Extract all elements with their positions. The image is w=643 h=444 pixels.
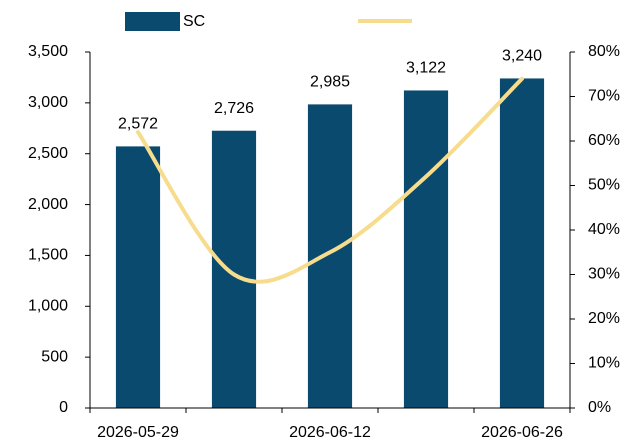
y2-tick-label: 70%: [588, 88, 620, 105]
x-tick-label: 2026-05-29: [97, 424, 179, 441]
bar: [403, 90, 449, 408]
y2-tick-label: 0%: [588, 399, 611, 416]
y-tick-label: 1,500: [28, 247, 68, 264]
y2-tick-label: 10%: [588, 355, 620, 372]
legend-label: SC: [183, 13, 205, 30]
x-tick-label: 2026-06-26: [481, 424, 563, 441]
bar: [211, 130, 257, 408]
data-label: 2,572: [118, 116, 158, 133]
y-tick-label: 2,000: [28, 196, 68, 213]
y-tick-label: 500: [41, 348, 68, 365]
y2-tick-label: 60%: [588, 132, 620, 149]
y-tick-label: 0: [59, 399, 68, 416]
y-tick-label: 3,000: [28, 94, 68, 111]
y2-tick-label: 20%: [588, 310, 620, 327]
y2-tick-label: 80%: [588, 43, 620, 60]
y2-tick-label: 30%: [588, 266, 620, 283]
data-label: 2,726: [214, 100, 254, 117]
x-tick-label: 2026-06-12: [289, 424, 371, 441]
data-label: 2,985: [310, 74, 350, 91]
y-tick-label: 2,500: [28, 145, 68, 162]
legend-swatch: [125, 12, 180, 31]
y2-tick-label: 50%: [588, 177, 620, 194]
data-label: 3,122: [406, 60, 446, 77]
bar: [499, 78, 545, 409]
y-tick-label: 3,500: [28, 43, 68, 60]
line: [136, 76, 524, 284]
bar: [307, 104, 353, 408]
data-label: 3,240: [502, 48, 542, 65]
y-tick-label: 1,000: [28, 298, 68, 315]
y2-tick-label: 40%: [588, 221, 620, 238]
bar: [115, 146, 161, 408]
